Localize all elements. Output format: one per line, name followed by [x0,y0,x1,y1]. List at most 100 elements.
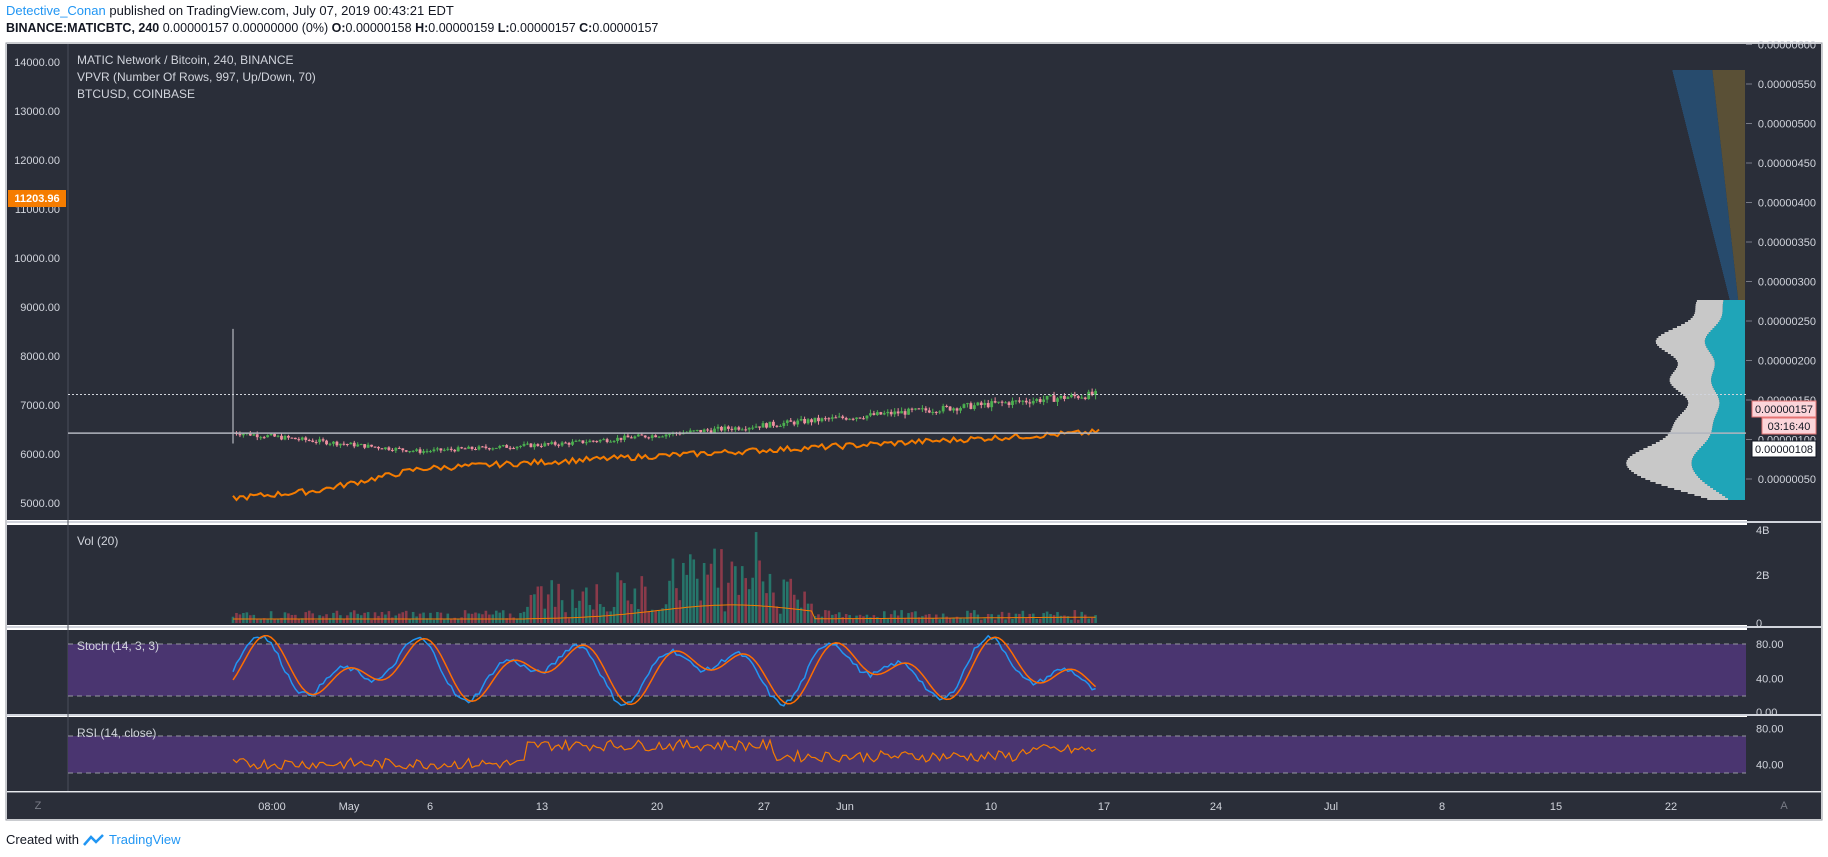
vpvr-row-down [1721,266,1735,268]
vpvr-row-up [1707,484,1745,486]
main-pane[interactable] [7,44,1747,520]
axis-corner-right[interactable]: A [1780,800,1788,812]
vpvr-row-down [1686,398,1719,400]
time-axis-tick-label: 22 [1665,801,1677,813]
open-label: O: [331,21,346,35]
candle [366,442,370,449]
vpvr-row-down [1679,98,1716,100]
vpvr-row-down [1681,324,1717,326]
candle [830,414,834,422]
volume-bar [688,554,692,623]
vpvr-row-down [1713,234,1731,236]
volume-bar [456,618,460,623]
author-link[interactable]: Detective_Conan [6,3,106,18]
vpvr-row-up [1711,354,1745,356]
volume-bar [463,610,467,623]
vpvr-row-down [1711,226,1730,228]
candle [1004,401,1007,404]
candle [1028,399,1032,408]
candle [307,438,311,442]
time-axis[interactable] [7,792,1821,819]
volume-bar [425,618,429,623]
volume-bar [1038,618,1042,623]
vpvr-row-down [1681,106,1717,108]
vpvr-row-down [1688,132,1720,134]
vpvr-row-up [1713,368,1745,370]
vpvr-row-down [1714,236,1732,238]
volume-bar [1025,618,1028,623]
time-axis-tick-label: 27 [758,801,770,813]
candle [882,410,886,416]
candle [848,418,852,421]
candle [377,446,380,451]
vpvr-row-up [1732,246,1745,248]
vpvr-row-down [1662,438,1709,440]
candle [688,428,692,433]
volume-bar [952,618,955,623]
vpvr-row-up [1718,120,1745,122]
vpvr-row-down [1684,118,1718,120]
stoch-legend[interactable]: Stoch (14, 3, 3) [77,639,159,653]
volume-bar [643,586,647,623]
volume-bar [314,619,318,623]
volume-axis-tick-label: 4B [1756,525,1769,537]
candle [1049,394,1052,397]
vpvr-row-down [1690,142,1721,144]
symbol-legend[interactable]: MATIC Network / Bitcoin, 240, BINANCE [77,53,294,67]
vpvr-row-down [1626,460,1692,462]
vpvr-row-down [1684,322,1718,324]
volume-bar [370,619,373,623]
volume-bar [761,581,765,623]
vpvr-row-up [1714,90,1745,92]
volume-bar [882,611,886,623]
overlay-legend[interactable]: BTCUSD, COINBASE [77,87,195,101]
volume-bar [640,576,644,623]
vpvr-row-down [1726,284,1737,286]
vpvr-row-down [1667,352,1711,354]
candle [401,448,405,453]
candle [408,451,412,454]
candle [910,407,914,413]
vpvr-row-up [1707,334,1745,336]
volume-bar [411,611,415,623]
volume-bar [626,600,630,623]
vpvr-row-up [1737,296,1745,298]
vpvr-row-down [1671,428,1712,430]
vpvr-row-up [1714,88,1745,90]
vpvr-row-up [1720,144,1745,146]
candle [584,439,588,446]
volume-pane[interactable] [7,525,1747,625]
candle [650,433,654,441]
candle [993,397,997,404]
volume-bar [439,612,443,623]
volume-legend[interactable]: Vol (20) [77,534,118,548]
vpvr-legend[interactable]: VPVR (Number Of Rows, 997, Up/Down, 70) [77,70,316,84]
candle [508,445,512,451]
volume-bar [671,558,675,623]
vpvr-row-up [1711,376,1745,378]
axis-corner-left[interactable]: Z [35,800,42,812]
rsi-legend[interactable]: RSI (14, close) [77,726,156,740]
volume-bar [477,613,481,623]
right-axis-tick-label: 0.00000350 [1758,237,1816,249]
vpvr-row-down [1680,392,1717,394]
close-value: 0.00000157 [592,21,659,35]
vpvr-row-up [1716,106,1745,108]
vpvr-row-up [1693,470,1745,472]
volume-bar [664,604,668,623]
vpvr-row-up [1719,134,1745,136]
vpvr-row-down [1695,160,1723,162]
tradingview-brand-link[interactable]: TradingView [108,832,181,847]
volume-bar [668,580,671,623]
vpvr-row-down [1674,422,1714,424]
volume-bar [986,613,990,623]
volume-bar [799,607,803,623]
vpvr-row-down [1687,404,1720,406]
volume-bar [740,566,744,623]
candle [1042,395,1046,406]
candle [706,428,710,433]
vpvr-row-up [1692,466,1745,468]
high-label: H: [415,21,429,35]
volume-bar [886,618,890,623]
